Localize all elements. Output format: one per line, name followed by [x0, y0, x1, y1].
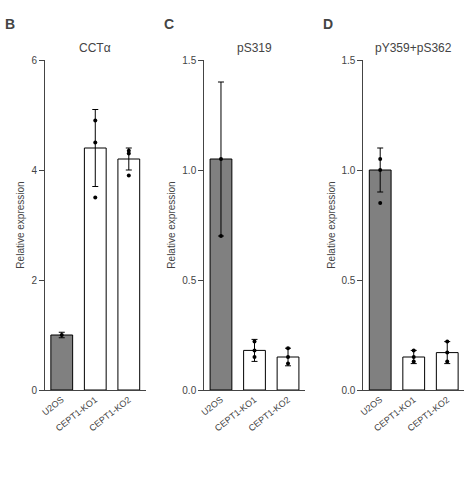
svg-text:1.0: 1.0 [182, 165, 196, 176]
svg-text:C: C [164, 16, 174, 32]
svg-text:Relative expression: Relative expression [15, 181, 26, 268]
svg-text:U2OS: U2OS [40, 395, 65, 418]
svg-text:B: B [5, 16, 15, 32]
svg-text:1.5: 1.5 [342, 55, 356, 66]
svg-text:0.0: 0.0 [342, 385, 356, 396]
svg-text:Relative expression: Relative expression [326, 181, 337, 268]
svg-text:0.5: 0.5 [182, 275, 196, 286]
svg-text:CEPT1-KO2: CEPT1-KO2 [406, 395, 452, 434]
svg-text:0.5: 0.5 [342, 275, 356, 286]
svg-text:1.5: 1.5 [182, 55, 196, 66]
svg-text:Relative expression: Relative expression [166, 181, 177, 268]
svg-text:1.0: 1.0 [342, 165, 356, 176]
svg-text:CEPT1-KO1: CEPT1-KO1 [372, 395, 418, 434]
svg-text:CEPT1-KO2: CEPT1-KO2 [246, 395, 292, 434]
svg-text:4: 4 [31, 165, 37, 176]
svg-text:pS319: pS319 [237, 41, 272, 55]
svg-text:CEPT1-KO2: CEPT1-KO2 [87, 395, 133, 434]
svg-text:CCTα: CCTα [79, 41, 111, 55]
svg-text:6: 6 [31, 55, 37, 66]
svg-text:CEPT1-KO1: CEPT1-KO1 [213, 395, 259, 434]
svg-text:2: 2 [31, 275, 37, 286]
svg-text:pY359+pS362: pY359+pS362 [375, 41, 452, 55]
svg-text:U2OS: U2OS [200, 395, 225, 418]
svg-text:D: D [323, 16, 333, 32]
svg-text:0: 0 [31, 385, 37, 396]
svg-text:U2OS: U2OS [359, 395, 384, 418]
svg-text:0.0: 0.0 [182, 385, 196, 396]
svg-text:CEPT1-KO1: CEPT1-KO1 [54, 395, 100, 434]
